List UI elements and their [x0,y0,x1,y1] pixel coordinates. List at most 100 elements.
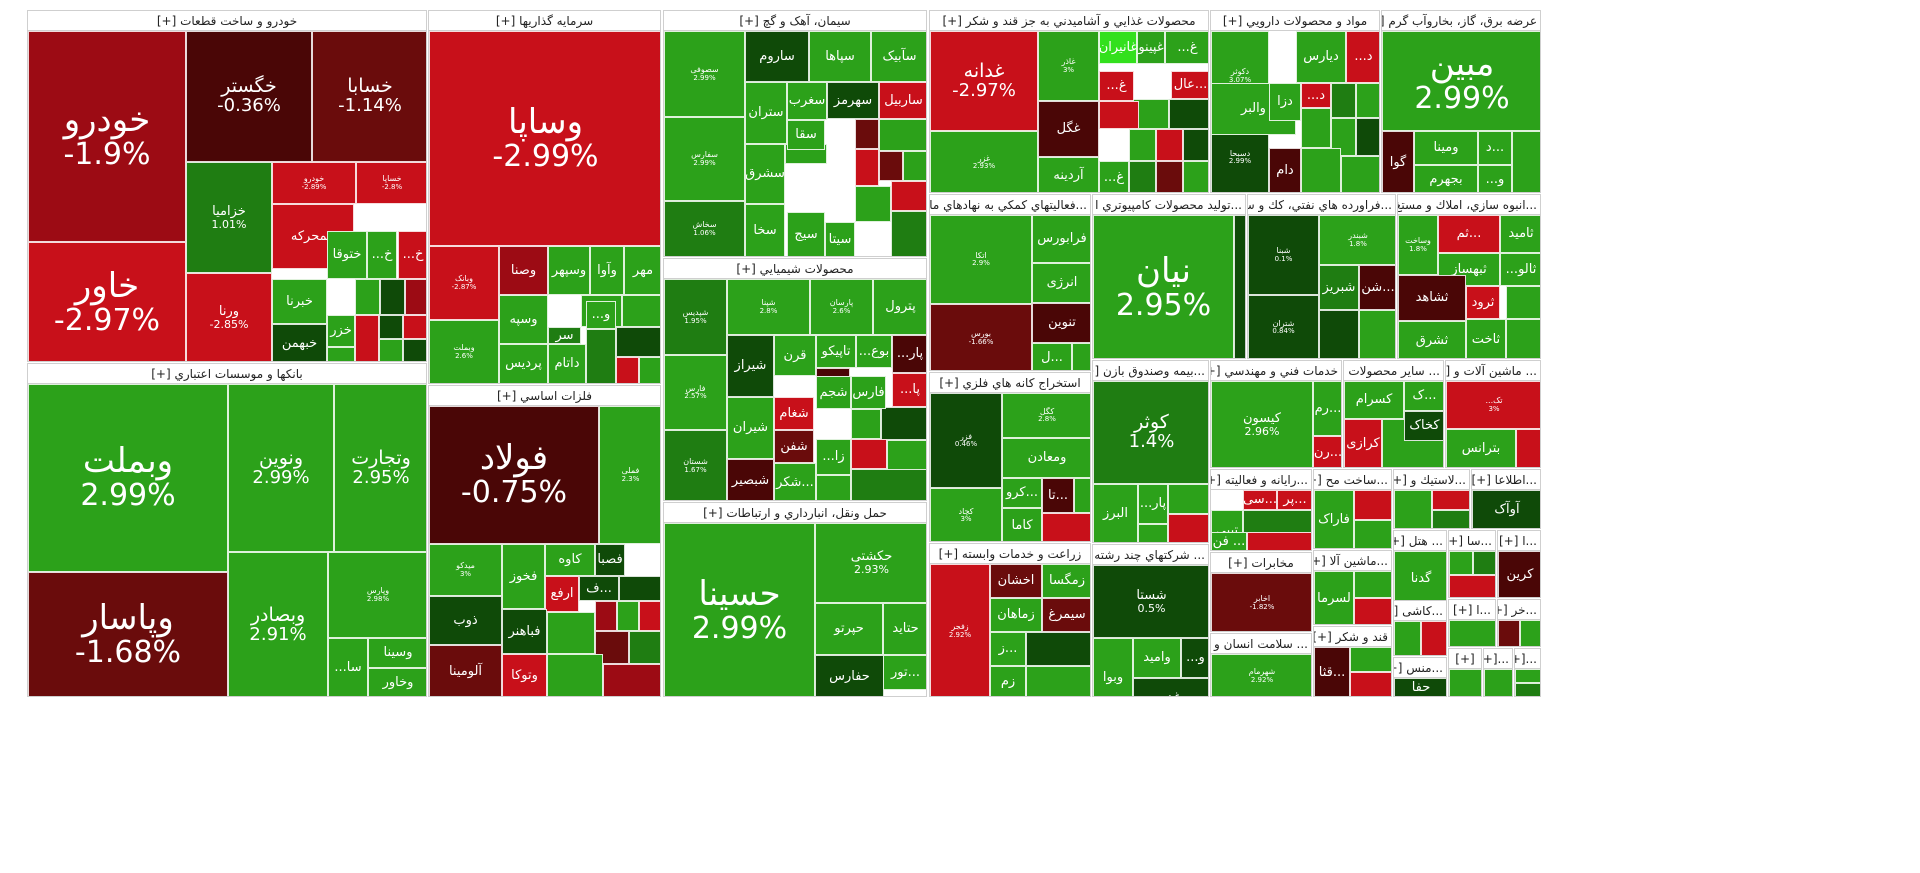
stock-tile[interactable]: ...رن [1313,436,1341,467]
stock-tile[interactable]: وپاسار -1.68% [28,572,228,696]
stock-tile[interactable]: غ... [1099,71,1134,101]
treemap-cell[interactable] [1506,319,1540,358]
stock-tile[interactable]: ساربیل [879,82,926,119]
treemap-cell[interactable] [1350,647,1391,672]
sector-title[interactable]: ...کاشی [+] [1394,601,1446,621]
treemap-cell[interactable] [379,315,403,339]
stock-tile[interactable]: غانیران [1099,31,1137,64]
treemap-cell[interactable] [1234,215,1245,358]
sector-title[interactable]: ...ماشین آلا [+] [1314,551,1391,571]
treemap-cell[interactable] [380,279,405,315]
sector-title[interactable]: ...ا [+] [1449,600,1495,620]
stock-tile[interactable]: دیارس [1296,31,1346,83]
stock-tile[interactable]: ...کرو [1002,478,1042,508]
treemap-cell[interactable] [327,347,355,361]
stock-tile[interactable]: پترول [873,279,926,335]
stock-tile[interactable]: دزا [1269,83,1301,121]
stock-tile[interactable]: ورنا -2.85% [186,273,272,361]
stock-tile[interactable]: سقا [787,120,825,150]
stock-tile[interactable]: قرن [774,335,816,376]
stock-tile[interactable]: وبملت 2.6% [429,320,499,383]
stock-tile[interactable]: سآبیک [871,31,926,82]
sector-title[interactable]: ...فعالیتهاي كمكي به نهادهاي ما [+] [930,195,1090,215]
stock-tile[interactable]: وصنا [499,246,548,295]
stock-tile[interactable]: و... [1478,165,1512,192]
treemap-cell[interactable] [547,654,603,696]
sector-title[interactable]: ...[+] [1515,649,1540,669]
sector-title[interactable]: ... سلامت انسان و [+] [1211,634,1311,654]
sector-title[interactable]: ...ا [+] [1498,531,1540,551]
sector-title[interactable]: فلزات اساسي [+] [429,386,660,406]
treemap-cell[interactable] [1506,286,1540,319]
stock-tile[interactable]: غزر 2.93% [930,131,1038,192]
stock-tile[interactable]: ختوقا [327,231,367,279]
stock-tile[interactable]: ومینا [1414,131,1478,165]
treemap-cell[interactable] [1183,129,1208,161]
treemap-cell[interactable] [1516,429,1540,467]
treemap-cell[interactable] [1319,310,1359,358]
stock-tile[interactable]: د... [1346,31,1379,83]
stock-tile[interactable]: وخاور [368,668,426,696]
stock-tile[interactable]: حتاید [883,603,926,655]
stock-tile[interactable]: کاوه [545,544,595,576]
stock-tile[interactable]: شستا 0.5% [1093,565,1208,638]
treemap-cell[interactable] [881,407,926,440]
treemap-cell[interactable] [1515,683,1540,696]
sector-title[interactable]: زراعت و خدمات وابسته [+] [930,544,1090,564]
stock-tile[interactable]: تنوین [1032,303,1090,343]
sector-title[interactable]: خدمات فني و مهندسي [+] [1211,361,1341,381]
stock-tile[interactable]: شغام [774,397,814,430]
treemap-cell[interactable] [1473,551,1495,575]
sector-title[interactable]: ... سایر محصولات [+] [1344,361,1443,381]
stock-tile[interactable]: ...تا [1042,478,1074,513]
stock-tile[interactable]: مبین 2.99% [1382,31,1540,131]
stock-tile[interactable]: وامید [1133,638,1181,678]
stock-tile[interactable]: حفا [1394,678,1446,696]
treemap-cell[interactable] [855,149,879,186]
stock-tile[interactable]: سخاش 1.06% [664,201,745,256]
stock-tile[interactable]: پردیس [499,344,548,383]
treemap-cell[interactable] [1354,490,1391,520]
stock-tile[interactable]: سهرمز [827,82,879,119]
treemap-cell[interactable] [816,475,851,500]
stock-tile[interactable]: کخاک [1404,411,1443,441]
treemap-cell[interactable] [1301,108,1331,148]
sector-title[interactable]: مواد و محصولات دارويي [+] [1211,11,1379,31]
treemap-cell[interactable] [622,295,660,327]
stock-tile[interactable]: سر [548,327,581,344]
stock-tile[interactable]: تاپیکو [816,335,856,368]
treemap-cell[interactable] [1354,571,1391,598]
stock-tile[interactable]: مهر [624,246,660,295]
sector-title[interactable]: قند و شکر [+] [1314,627,1391,647]
stock-tile[interactable]: داتام [548,344,586,383]
stock-tile[interactable]: ...ز [990,632,1026,666]
sector-title[interactable]: ...لاستیك و [+] [1394,470,1469,490]
treemap-cell[interactable] [1512,131,1540,192]
stock-tile[interactable]: وغدیر [1133,678,1208,696]
treemap-cell[interactable] [1156,129,1183,161]
stock-tile[interactable]: پارسان 2.6% [810,279,873,335]
stock-tile[interactable]: دام [1269,148,1301,192]
stock-tile[interactable]: بوع... [856,335,892,368]
treemap-cell[interactable] [403,315,426,339]
stock-tile[interactable]: ...شن [1359,265,1395,310]
sector-title[interactable]: ... ماشین آلات و [+] [1446,361,1540,381]
stock-tile[interactable]: ...د [1478,131,1512,165]
stock-tile[interactable]: خزامیا 1.01% [186,162,272,273]
stock-tile[interactable]: ...قثا [1314,647,1350,696]
treemap-cell[interactable] [1356,83,1379,118]
stock-tile[interactable]: ...ک [1404,381,1443,411]
treemap-cell[interactable] [1432,510,1469,528]
stock-tile[interactable]: بورس -1.66% [930,304,1032,370]
stock-tile[interactable]: خسابا -1.14% [312,31,426,162]
treemap-cell[interactable] [603,664,660,696]
stock-tile[interactable]: شفن [774,430,814,463]
treemap-cell[interactable] [855,119,879,149]
stock-tile[interactable]: شپدیس 1.95% [664,279,727,355]
stock-tile[interactable]: خودرو -1.9% [28,31,186,242]
stock-tile[interactable]: ...ثم [1438,215,1500,253]
treemap-cell[interactable] [1183,161,1208,192]
sector-title[interactable]: سیمان، آهک و گچ [+] [664,11,926,31]
stock-tile[interactable]: فزر 0.46% [930,393,1002,488]
stock-tile[interactable]: شبصیر [727,459,774,500]
